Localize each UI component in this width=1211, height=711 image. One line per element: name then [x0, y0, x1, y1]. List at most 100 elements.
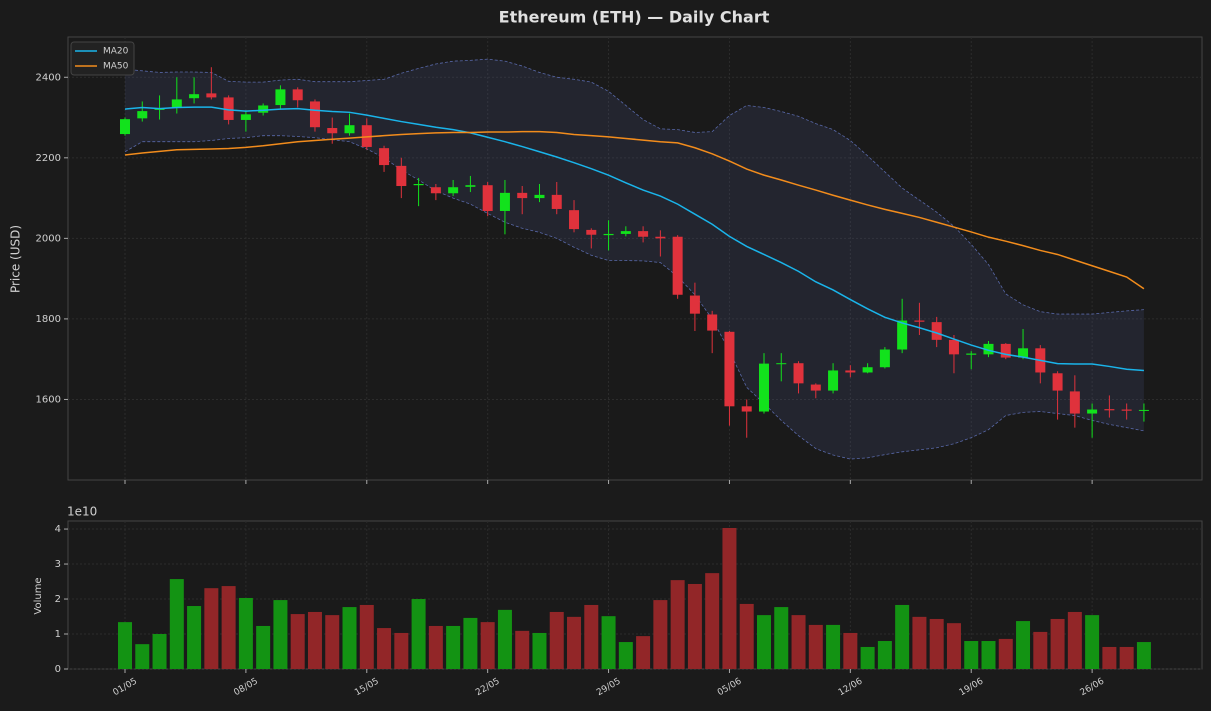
candle-body — [482, 185, 493, 211]
candle-body — [309, 101, 320, 128]
volume-bar — [843, 632, 858, 669]
volume-bar — [515, 630, 530, 669]
volume-bar — [877, 641, 892, 669]
candle-body — [430, 187, 441, 194]
volume-bar — [964, 641, 979, 669]
candle-body — [206, 93, 217, 98]
volume-bar — [584, 604, 599, 669]
y-tick-label: 2000 — [36, 233, 61, 244]
candle-body — [120, 119, 130, 135]
candle-body — [465, 185, 476, 187]
legend-label: MA20 — [103, 47, 129, 57]
volume-bar — [325, 615, 340, 669]
candle-body — [551, 194, 562, 209]
candle-body — [275, 89, 286, 106]
y-tick-label: 1800 — [36, 314, 61, 325]
candle-body — [534, 194, 545, 199]
candle-body — [810, 384, 821, 391]
volume-bar — [187, 606, 202, 669]
candle-body — [879, 349, 890, 368]
candle-body — [189, 94, 200, 99]
candle-body — [569, 210, 580, 230]
volume-bar — [1102, 646, 1117, 669]
candle-body — [292, 89, 303, 101]
volume-bar — [135, 644, 150, 669]
volume-bar — [204, 588, 219, 669]
volume-bar — [1136, 642, 1151, 669]
candle-body — [1087, 409, 1098, 414]
volume-bar — [428, 625, 443, 669]
candle-body — [361, 125, 372, 147]
candle-body — [741, 406, 752, 412]
volume-bar — [497, 609, 512, 669]
volume-bar — [549, 611, 564, 669]
candle-body — [983, 343, 994, 355]
candle-body — [223, 97, 234, 120]
candle-body — [344, 125, 355, 134]
volume-bar — [756, 615, 771, 669]
candle-body — [1104, 409, 1115, 411]
candle-body — [1069, 391, 1080, 414]
volume-bar — [1119, 646, 1134, 669]
volume-bar — [411, 599, 426, 669]
volume-bar — [567, 616, 582, 669]
candle-body — [931, 322, 942, 340]
volume-bar — [687, 583, 702, 669]
candle-body — [897, 320, 908, 350]
candle-body — [793, 363, 804, 384]
band-line — [124, 135, 1145, 460]
volume-bar — [1085, 615, 1100, 669]
volume-bar — [981, 641, 996, 669]
candle-body — [379, 148, 390, 166]
candle-body — [603, 233, 614, 236]
volume-bar — [1067, 611, 1082, 669]
y-tick-label: 2200 — [36, 153, 61, 164]
volume-bar — [532, 632, 547, 669]
volume-bar — [1033, 631, 1048, 669]
candle-body — [966, 353, 977, 355]
volume-bar — [446, 625, 461, 669]
y-tick-label: 0 — [55, 664, 61, 675]
candle-body — [499, 192, 510, 211]
volume-bar — [653, 600, 668, 669]
candle-body — [914, 320, 925, 322]
y-tick-label: 1 — [55, 629, 61, 640]
volume-bar — [377, 628, 392, 669]
candle-body — [638, 231, 649, 237]
y-tick-label: 2 — [55, 594, 61, 605]
volume-bar — [152, 634, 167, 669]
volume-bar — [705, 573, 720, 669]
candle-body — [689, 295, 700, 314]
volume-bar — [1016, 621, 1031, 669]
candle-body — [758, 363, 769, 412]
volume-bar — [307, 611, 322, 669]
volume-bar — [774, 607, 789, 669]
volume-bar — [808, 624, 823, 669]
candle-body — [672, 236, 683, 295]
candle-body — [1121, 409, 1132, 411]
volume-bar — [860, 646, 875, 669]
volume-bar — [739, 603, 754, 669]
ma-line — [124, 106, 1144, 372]
volume-bar — [273, 600, 288, 669]
candle-body — [707, 314, 718, 331]
volume-bar — [826, 624, 841, 669]
offset-label: 1e10 — [67, 505, 97, 519]
volume-bar — [290, 614, 305, 669]
volume-bar — [118, 622, 132, 669]
candle-body — [258, 105, 269, 113]
y-axis-label: Volume — [33, 577, 44, 614]
volume-bar — [463, 617, 478, 669]
chart-title: Ethereum (ETH) — Daily Chart — [499, 8, 770, 27]
volume-bar — [636, 636, 651, 669]
volume-bar — [929, 618, 944, 669]
y-tick-label: 4 — [55, 524, 61, 535]
volume-bar — [946, 623, 961, 669]
volume-bar — [480, 622, 495, 669]
y-tick-label: 1600 — [36, 394, 61, 405]
volume-bar — [359, 604, 374, 669]
band-line — [124, 58, 1144, 315]
volume-bar — [238, 597, 253, 669]
candle-body — [586, 229, 597, 235]
candle-body — [327, 128, 338, 134]
